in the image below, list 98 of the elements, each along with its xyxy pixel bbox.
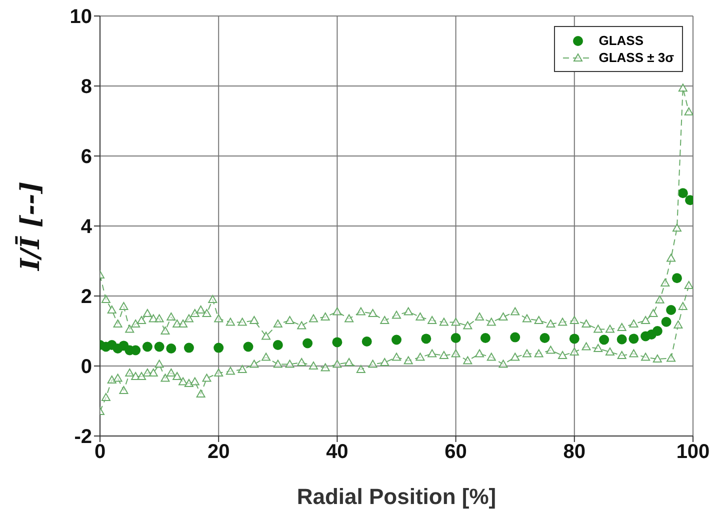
point [558,351,568,359]
point [285,360,294,368]
point [190,377,200,386]
point [119,386,128,394]
point [599,334,610,345]
point [546,346,556,354]
point [262,352,271,361]
point [629,349,638,358]
point [569,334,580,344]
point [160,374,170,382]
point [166,344,176,354]
point [178,377,188,386]
point [148,368,158,376]
y-tick-label: 0 [80,356,92,378]
point [172,372,182,380]
y-tick-label: 8 [80,76,92,98]
point [641,352,650,361]
point [605,348,614,356]
point [652,354,662,362]
point [652,326,662,336]
point [534,349,544,358]
y-tick-label: 2 [80,286,92,308]
y-tick-label: 10 [70,6,92,28]
point [594,344,603,352]
point [498,360,508,368]
x-tick-label: 40 [326,441,348,464]
point [678,188,688,198]
point [439,351,448,359]
point [450,333,461,343]
point [661,316,672,327]
point [297,358,306,366]
x-tick-label: 80 [563,441,586,464]
point [344,358,354,366]
legend-label: GLASS [598,33,644,48]
point [142,342,152,352]
point [368,360,378,368]
point [332,360,342,368]
point [226,366,235,375]
x-tick-label: 60 [444,441,467,464]
point [272,340,283,350]
point [332,337,342,348]
point [202,374,212,382]
point [674,320,683,329]
point [486,352,496,361]
point [428,349,437,358]
point [666,305,676,315]
x-tick-label: 20 [207,441,230,464]
point [125,368,134,376]
point [404,356,413,364]
legend-label: GLASS ± 3σ [598,50,674,65]
point [451,349,460,358]
y-axis-title: I/Ī [--] [15,181,46,272]
point [540,333,550,343]
point [421,334,432,344]
point [196,390,206,398]
point [392,334,402,345]
point [154,360,164,368]
point [510,352,520,361]
x-tick-label: 100 [676,441,710,464]
point [166,368,176,376]
point [214,368,224,376]
point [250,360,259,368]
point [380,358,390,366]
point [243,342,254,352]
point [463,356,472,364]
y-tick-label: -2 [74,426,92,448]
y-tick-label: 4 [80,216,93,238]
point [678,302,688,310]
point [107,376,116,384]
point [510,332,520,342]
point [480,333,490,343]
y-tick-label: 6 [80,146,92,168]
point [308,362,318,370]
point [184,379,194,387]
point [184,342,194,353]
point [273,360,282,368]
point [628,334,639,344]
point [672,273,682,284]
point [113,374,122,382]
x-axis-title: Radial Position [%] [296,484,496,509]
point [320,363,330,372]
point [356,365,366,373]
point [522,349,532,358]
point [362,336,372,346]
point [238,365,247,373]
point [666,354,676,362]
point [475,349,484,358]
point [617,351,626,359]
point [392,352,401,361]
point [214,342,224,353]
point [154,342,164,352]
point [302,338,313,348]
point [582,342,591,350]
point [616,334,627,344]
point [570,348,579,356]
point [416,352,425,361]
point [684,281,693,289]
point [137,372,146,380]
